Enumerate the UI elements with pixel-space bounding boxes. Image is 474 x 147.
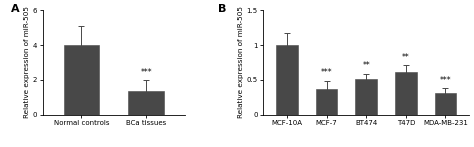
Bar	[316, 89, 337, 115]
Bar	[64, 45, 99, 115]
Text: A: A	[11, 4, 20, 14]
Y-axis label: Relative expression of miR-505: Relative expression of miR-505	[237, 6, 244, 118]
Text: ***: ***	[321, 69, 332, 77]
Text: ***: ***	[140, 68, 152, 77]
Bar	[128, 91, 164, 115]
Text: **: **	[362, 61, 370, 70]
Bar	[356, 79, 377, 115]
Y-axis label: Relative expression of miR-505: Relative expression of miR-505	[24, 6, 30, 118]
Bar	[395, 72, 417, 115]
Bar	[276, 45, 298, 115]
Text: ***: ***	[440, 76, 451, 85]
Bar	[435, 93, 456, 115]
Text: B: B	[218, 4, 226, 14]
Text: **: **	[402, 53, 410, 62]
